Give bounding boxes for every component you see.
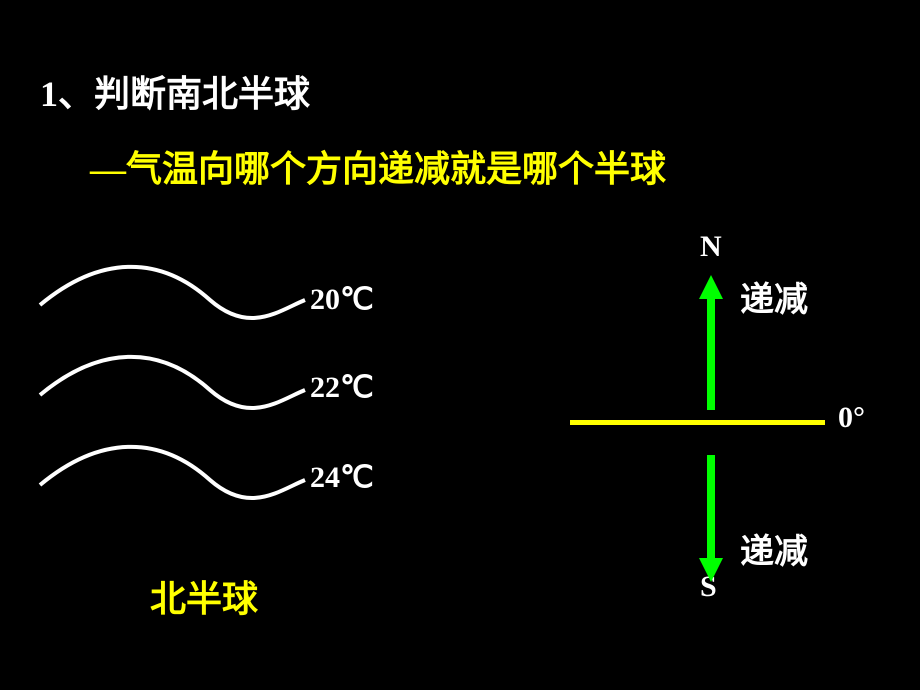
isotherm-20: [40, 267, 305, 318]
temp-label-22: 22℃: [310, 370, 374, 405]
isotherm-22: [40, 357, 305, 408]
temp-label-24: 24℃: [310, 460, 374, 495]
label-decrease-down: 递减: [740, 524, 808, 573]
subtitle: —气温向哪个方向递减就是哪个半球: [90, 140, 666, 192]
equator-label: 0°: [838, 401, 865, 435]
heading: 1、判断南北半球: [40, 65, 310, 117]
isotherm-24: [40, 447, 305, 498]
arrow-up: [691, 275, 731, 420]
equator-line: [570, 420, 825, 425]
slide: 1、判断南北半球 —气温向哪个方向递减就是哪个半球 20℃ 22℃ 24℃ N …: [0, 0, 920, 690]
compass-n: N: [700, 230, 722, 264]
label-decrease-up: 递减: [740, 272, 808, 321]
temp-label-20: 20℃: [310, 282, 374, 317]
arrow-down: [691, 445, 731, 584]
answer: 北半球: [150, 570, 258, 622]
